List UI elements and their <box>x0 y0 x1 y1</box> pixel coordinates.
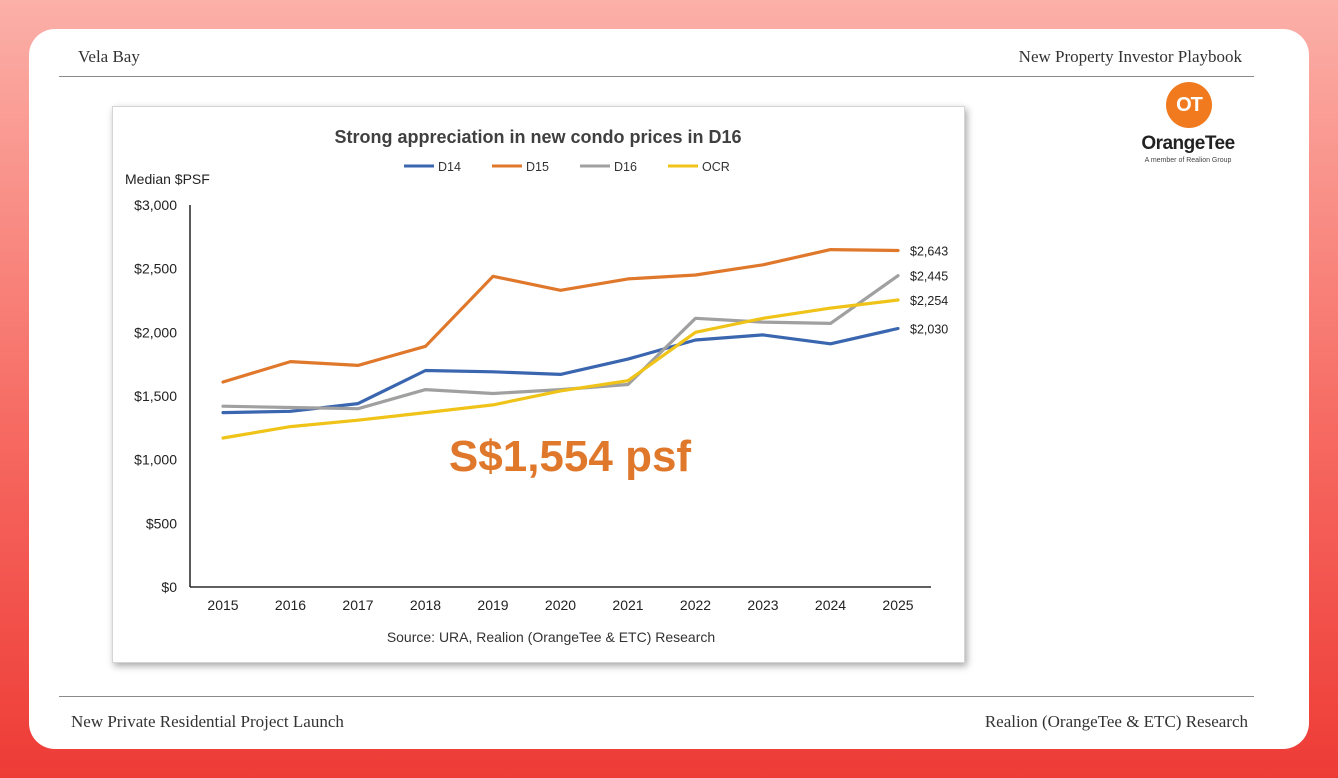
x-tick-label: 2017 <box>342 597 373 613</box>
end-label-d14: $2,030 <box>910 323 948 337</box>
x-axis-ticks: 2015 2016 2017 2018 2019 2020 2021 2022 2023 2024… <box>207 597 913 613</box>
y-axis-ticks: $0 $500 $1,000 $1,500 $2,000 $2,500 $3,000 <box>134 197 177 595</box>
orangetee-logo-tagline: A member of Realion Group <box>1144 157 1232 164</box>
y-tick-label: $2,000 <box>134 324 177 340</box>
orangetee-logo-mark-icon: OT <box>1166 82 1212 128</box>
footer-project-launch: New Private Residential Project Launch <box>71 712 344 731</box>
chart-title: Strong appreciation in new condo prices … <box>334 127 741 147</box>
x-tick-label: 2016 <box>275 597 306 613</box>
y-tick-label: $2,500 <box>134 261 177 277</box>
series-line-d15 <box>221 248 900 384</box>
legend-label-d14: D14 <box>438 160 461 174</box>
x-tick-label: 2024 <box>815 597 846 613</box>
legend-label-d16: D16 <box>614 160 637 174</box>
header-project-name: Vela Bay <box>78 47 140 66</box>
end-label-d15: $2,643 <box>910 244 948 258</box>
y-tick-label: $0 <box>161 579 177 595</box>
y-tick-label: $500 <box>146 515 177 531</box>
line-chart: Strong appreciation in new condo prices … <box>125 127 948 645</box>
x-tick-label: 2019 <box>477 597 508 613</box>
y-axis-label: Median $PSF <box>125 171 210 187</box>
series-line-d16 <box>221 274 900 411</box>
y-tick-label: $1,000 <box>134 452 177 468</box>
chart-legend: D14 D15 D16 OCR <box>404 160 730 174</box>
x-tick-label: 2018 <box>410 597 441 613</box>
legend-label-d15: D15 <box>526 160 549 174</box>
footer-research-credit: Realion (OrangeTee & ETC) Research <box>984 712 1248 731</box>
end-value-labels: $2,030 $2,643 $2,445 $2,254 <box>910 244 948 336</box>
y-tick-label: $1,500 <box>134 388 177 404</box>
slide-card: Vela Bay New Property Investor Playbook … <box>29 29 1309 749</box>
series-line-ocr <box>221 298 900 440</box>
x-tick-label: 2021 <box>612 597 643 613</box>
chart-source-note: Source: URA, Realion (OrangeTee & ETC) R… <box>387 629 715 645</box>
x-tick-label: 2022 <box>680 597 711 613</box>
series-line-d14 <box>221 326 900 415</box>
orangetee-logo: OT OrangeTee A member of Realion Group <box>1135 81 1265 176</box>
legend-label-ocr: OCR <box>702 160 730 174</box>
x-tick-label: 2025 <box>882 597 913 613</box>
orangetee-logo-name: OrangeTee <box>1141 133 1235 154</box>
series-lines <box>221 248 900 440</box>
header-divider <box>59 76 1254 77</box>
y-tick-label: $3,000 <box>134 197 177 213</box>
chart-panel: Strong appreciation in new condo prices … <box>112 106 965 663</box>
header-playbook-title: New Property Investor Playbook <box>1018 47 1242 66</box>
footer-divider <box>59 696 1254 697</box>
end-label-ocr: $2,254 <box>910 294 948 308</box>
x-tick-label: 2015 <box>207 597 238 613</box>
end-label-d16: $2,445 <box>910 270 948 284</box>
x-tick-label: 2023 <box>747 597 778 613</box>
x-tick-label: 2020 <box>545 597 576 613</box>
price-callout: S$1,554 psf <box>449 432 691 481</box>
